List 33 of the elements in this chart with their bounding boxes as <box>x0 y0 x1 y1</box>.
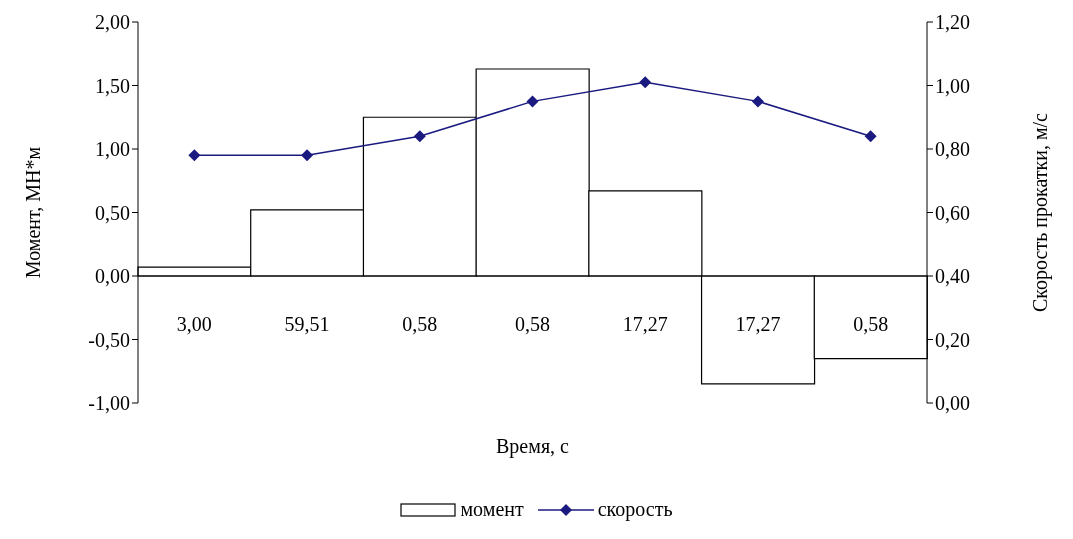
y-tick-label: 0,50 <box>95 201 130 224</box>
point <box>301 149 314 162</box>
y-axis-title: Момент, МН*м <box>22 146 45 279</box>
y2-tick-label: 0,40 <box>935 265 970 288</box>
x-axis-title: Время, с <box>496 435 570 458</box>
y2-tick-label: 0,80 <box>935 138 970 161</box>
x-tick-label: 0,58 <box>515 313 550 336</box>
x-tick-label: 17,27 <box>735 313 781 336</box>
x-tick-label: 3,00 <box>176 313 212 336</box>
y-tick-label: 0,00 <box>95 265 130 288</box>
point <box>526 95 539 108</box>
y-tick-label: -0,50 <box>88 328 130 351</box>
point <box>188 149 201 162</box>
y2-tick-label: 0,00 <box>935 392 970 415</box>
point <box>639 76 652 89</box>
x-tick-label: 0,58 <box>853 313 889 336</box>
x-tick-label: 0,58 <box>402 313 438 336</box>
x-tick-label: 59,51 <box>284 313 330 336</box>
y-tick-label: 1,50 <box>95 74 130 97</box>
legend-label: скорость <box>597 498 673 521</box>
y2-tick-label: 0,20 <box>935 328 970 351</box>
y-tick-label: -1,00 <box>88 392 130 415</box>
y2-tick-label: 1,00 <box>935 74 970 97</box>
y2-axis-title: Скорость прокатки, м/с <box>1029 112 1053 313</box>
y2-tick-label: 0,60 <box>935 201 970 224</box>
y-tick-label: 2,00 <box>95 11 130 34</box>
legend-label: момент <box>460 498 524 521</box>
point <box>413 130 426 143</box>
y-tick-label: 1,00 <box>95 138 130 161</box>
point <box>864 130 877 143</box>
x-tick-label: 17,27 <box>622 313 668 336</box>
point <box>751 95 764 108</box>
y2-tick-label: 1,20 <box>935 11 970 34</box>
